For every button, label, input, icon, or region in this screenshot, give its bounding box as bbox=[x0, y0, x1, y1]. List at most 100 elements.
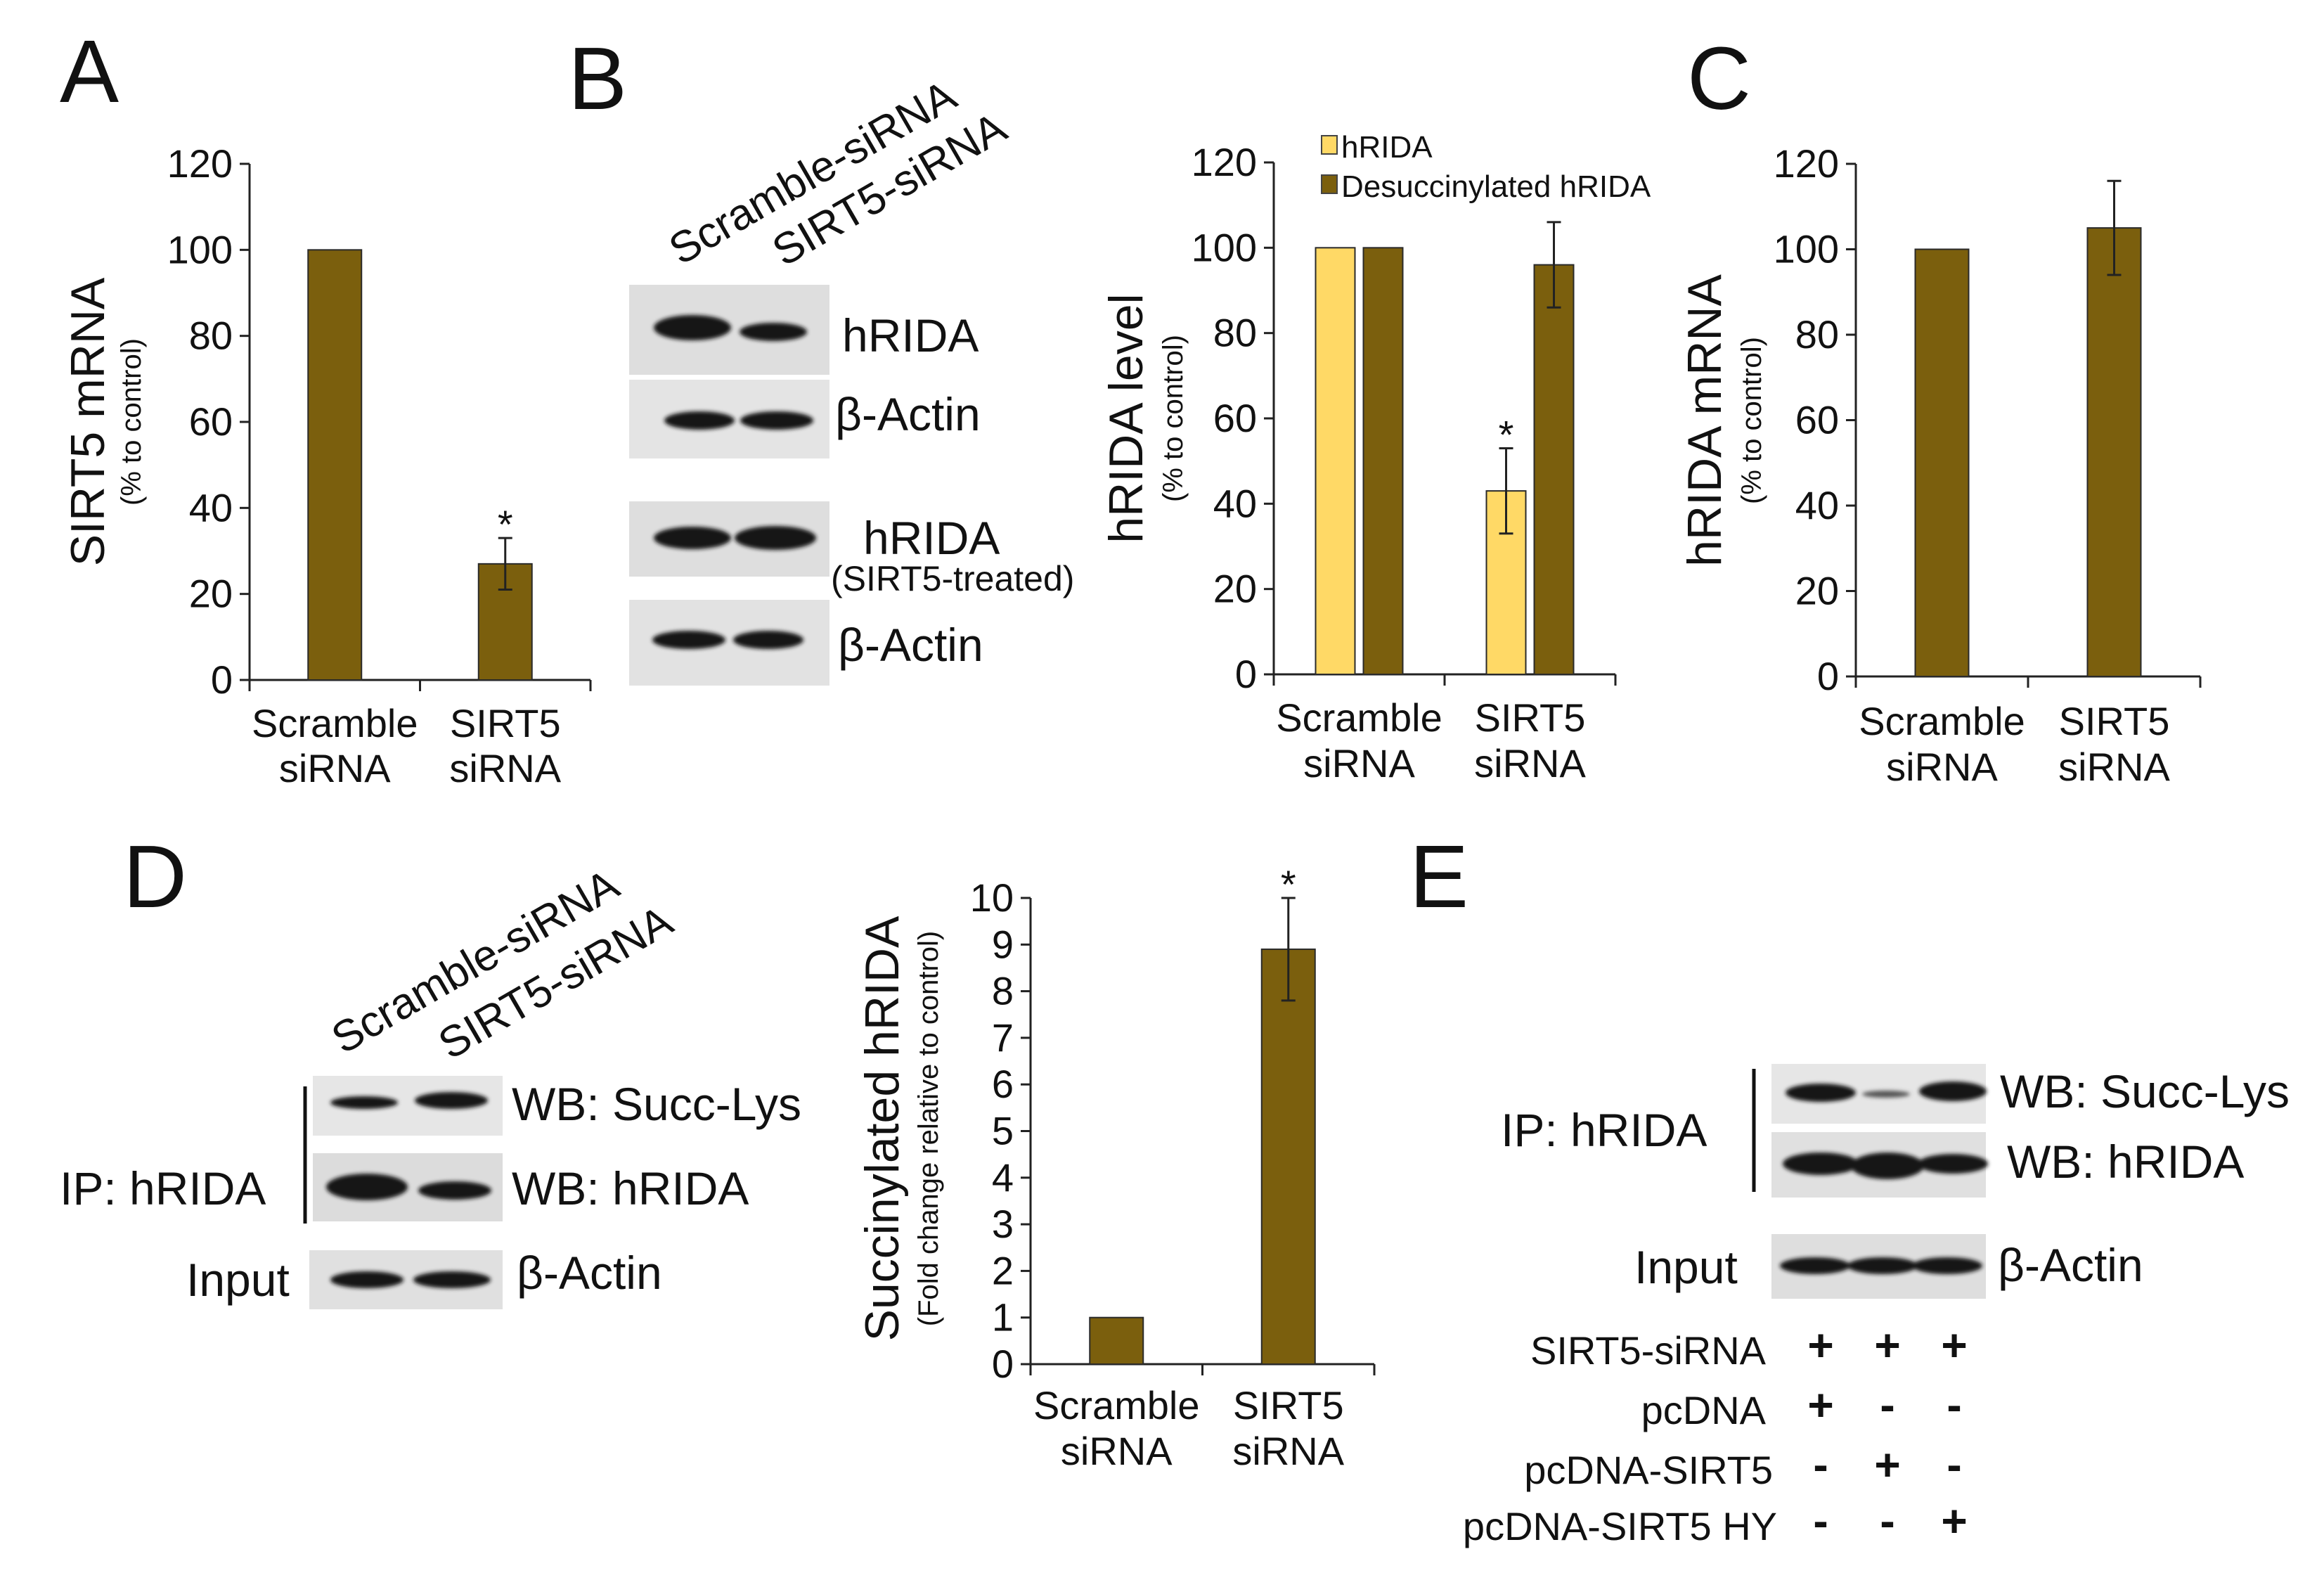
chart-c-category-label: siRNA bbox=[1886, 745, 1998, 789]
sign-1-3: + bbox=[1941, 1320, 1967, 1370]
chart-d-y-axis-sublabel: (Fold change relative to control) bbox=[913, 931, 944, 1327]
chart-c-bar bbox=[1914, 248, 1970, 677]
chart-c-ytick-label: 20 bbox=[1795, 569, 1839, 613]
condition-label-3: pcDNA-SIRT5 bbox=[1524, 1448, 1773, 1492]
chart-d-ytick-label: 2 bbox=[992, 1248, 1014, 1292]
chart-c-ytick-label: 0 bbox=[1817, 654, 1839, 698]
band-e-actin-3 bbox=[1912, 1257, 1982, 1274]
sign-2-2: - bbox=[1880, 1380, 1894, 1430]
chart-d-ytick-label: 6 bbox=[992, 1062, 1014, 1106]
chart-d-category-label: siRNA bbox=[1061, 1429, 1173, 1473]
chart-b: 020406080100120ScramblesiRNA*SIRT5siRNAh… bbox=[1099, 140, 1617, 785]
chart-b-ytick-label: 20 bbox=[1213, 567, 1257, 611]
chart-d-ytick-label: 3 bbox=[992, 1202, 1014, 1246]
condition-label-4: pcDNA-SIRT5 HY bbox=[1463, 1504, 1777, 1548]
chart-d-ytick-label: 8 bbox=[992, 969, 1014, 1013]
chart-b-bar bbox=[1533, 264, 1575, 676]
chart-a-ytick-label: 40 bbox=[189, 485, 233, 529]
chart-a-ytick-label: 120 bbox=[167, 141, 233, 186]
band-b-treated-2 bbox=[735, 526, 816, 550]
ip-label-d: IP: hRIDA bbox=[60, 1162, 266, 1214]
condition-label-1: SIRT5-siRNA bbox=[1530, 1328, 1767, 1373]
chart-a-ytick-label: 60 bbox=[189, 399, 233, 444]
chart-c-category-label: Scramble bbox=[1859, 699, 2025, 743]
chart-d-ytick-label: 0 bbox=[992, 1342, 1014, 1386]
legend-swatch-desuccinylated bbox=[1321, 174, 1338, 194]
legend-label-desuccinylated: Desuccinylated hRIDA bbox=[1341, 169, 1651, 204]
blot-e-label-2: WB: hRIDA bbox=[2007, 1136, 2244, 1188]
blot-b-label-2: β-Actin bbox=[835, 388, 981, 440]
band-e-actin-1 bbox=[1780, 1257, 1850, 1274]
chart-a: 020406080100120ScramblesiRNA*SIRT5siRNAS… bbox=[61, 141, 592, 790]
chart-b-bar bbox=[1315, 247, 1356, 676]
chart-a-y-axis-sublabel: (% to control) bbox=[116, 338, 147, 506]
band-b-actin-4 bbox=[733, 631, 803, 649]
band-b-hrida-1 bbox=[654, 315, 731, 340]
blot-e-label-3: β-Actin bbox=[1998, 1239, 2143, 1291]
sign-3-3: - bbox=[1947, 1439, 1961, 1490]
sign-4-1: - bbox=[1813, 1496, 1828, 1546]
legend-label-hrida: hRIDA bbox=[1341, 130, 1433, 165]
chart-a-category-label: Scramble bbox=[252, 701, 418, 745]
chart-d-bar bbox=[1089, 1316, 1144, 1365]
band-d-hrida-1 bbox=[326, 1174, 408, 1200]
band-e-succ-3 bbox=[1919, 1081, 1987, 1101]
chart-a-category-label: SIRT5 bbox=[450, 701, 561, 745]
chart-d-ytick-label: 1 bbox=[992, 1295, 1014, 1340]
chart-c-y-axis-sublabel: (% to control) bbox=[1736, 337, 1767, 504]
chart-a-y-axis-label: SIRT5 mRNA bbox=[61, 277, 115, 566]
chart-c-ytick-label: 100 bbox=[1774, 227, 1839, 271]
ip-label-e: IP: hRIDA bbox=[1501, 1104, 1707, 1156]
band-b-treated-1 bbox=[654, 527, 731, 549]
band-b-actin-1 bbox=[664, 411, 735, 430]
chart-d-ytick-label: 9 bbox=[992, 922, 1014, 966]
chart-b-category-label: Scramble bbox=[1276, 695, 1442, 740]
band-d-hrida-2 bbox=[418, 1181, 491, 1200]
chart-b-ytick-label: 80 bbox=[1213, 311, 1257, 355]
band-e-hrida-1 bbox=[1783, 1153, 1859, 1175]
chart-b-category-label: siRNA bbox=[1474, 741, 1586, 785]
chart-d-bar bbox=[1260, 948, 1316, 1366]
band-b-actin-3 bbox=[652, 631, 725, 649]
chart-a-bar bbox=[307, 249, 363, 681]
chart-c-ytick-label: 40 bbox=[1795, 483, 1839, 527]
sign-1-1: + bbox=[1807, 1320, 1833, 1370]
panel-letter-d: D bbox=[123, 827, 187, 926]
chart-d-y-axis-label: Succinylated hRIDA bbox=[856, 916, 909, 1341]
blot-b-label-3: hRIDA bbox=[863, 512, 1000, 564]
sign-3-1: - bbox=[1813, 1439, 1828, 1490]
chart-c-ytick-label: 60 bbox=[1795, 398, 1839, 442]
chart-c-category-label: SIRT5 bbox=[2059, 699, 2170, 743]
band-b-actin-2 bbox=[740, 411, 813, 430]
chart-b-ytick-label: 100 bbox=[1192, 225, 1257, 269]
chart-a-ytick-label: 80 bbox=[189, 314, 233, 358]
chart-c-ytick-label: 120 bbox=[1774, 141, 1839, 186]
blot-d-label-2: WB: hRIDA bbox=[512, 1162, 749, 1214]
chart-b-bar bbox=[1362, 247, 1404, 676]
chart-d-category-label: Scramble bbox=[1033, 1383, 1200, 1427]
chart-c-ytick-label: 80 bbox=[1795, 312, 1839, 357]
panel-letter-e: E bbox=[1409, 827, 1468, 926]
sign-1-2: + bbox=[1874, 1320, 1900, 1370]
chart-b-ytick-label: 0 bbox=[1235, 652, 1257, 696]
chart-b-legend: hRIDA Desuccinylated hRIDA bbox=[1321, 130, 1651, 204]
chart-b-significance-star: * bbox=[1499, 412, 1514, 456]
chart-c-category-label: siRNA bbox=[2058, 745, 2170, 789]
band-d-succ-2 bbox=[415, 1092, 488, 1109]
condition-label-2: pcDNA bbox=[1641, 1388, 1767, 1432]
chart-b-category-label: siRNA bbox=[1303, 741, 1415, 785]
band-d-succ-1 bbox=[330, 1096, 398, 1109]
chart-a-ytick-label: 20 bbox=[189, 572, 233, 616]
sign-2-3: - bbox=[1947, 1380, 1961, 1430]
band-e-succ-1 bbox=[1786, 1084, 1856, 1102]
chart-a-category-label: siRNA bbox=[279, 746, 391, 790]
chart-b-y-axis-label: hRIDA level bbox=[1099, 293, 1153, 543]
band-e-actin-2 bbox=[1847, 1257, 1918, 1274]
chart-b-ytick-label: 60 bbox=[1213, 396, 1257, 440]
chart-d-significance-star: * bbox=[1281, 862, 1296, 906]
blot-e-label-1: WB: Succ-Lys bbox=[2000, 1065, 2290, 1117]
blot-d-label-3: β-Actin bbox=[517, 1247, 662, 1299]
panel-letter-a: A bbox=[60, 22, 119, 121]
input-label-e: Input bbox=[1634, 1241, 1738, 1293]
